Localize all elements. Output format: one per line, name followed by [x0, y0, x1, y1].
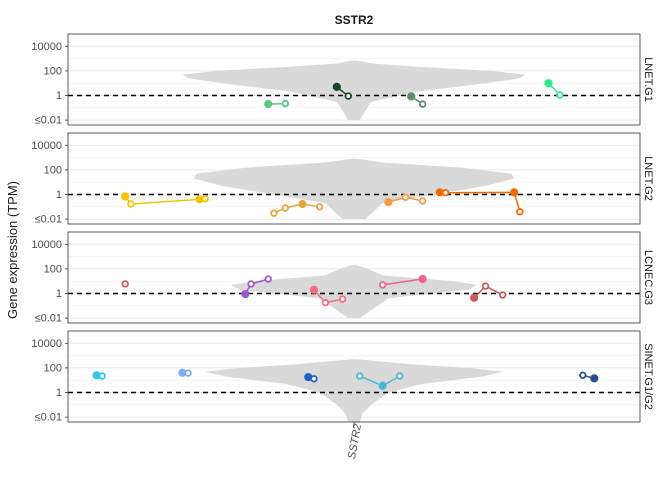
y-tick-label: 10000	[31, 140, 62, 152]
violin	[194, 159, 514, 219]
data-point	[283, 205, 289, 211]
data-point	[248, 281, 254, 287]
panel: ≤0.01 1 100 10000 LNET.G1	[31, 34, 654, 127]
data-point	[202, 196, 208, 202]
y-tick-label: ≤0.01	[35, 313, 62, 325]
y-tick-label: ≤0.01	[35, 412, 62, 424]
panels: ≤0.01 1 100 10000 LNET.G1 ≤0.01 1 100 10000 LNET.…	[31, 34, 654, 426]
y-tick-label: 1	[56, 387, 62, 399]
data-point	[265, 101, 272, 108]
data-point	[122, 281, 128, 287]
data-point	[271, 210, 277, 216]
y-tick-label: ≤0.01	[35, 214, 62, 226]
chart-title: SSTR2	[335, 13, 374, 27]
y-tick-label: 100	[44, 65, 62, 77]
data-point	[443, 190, 449, 196]
facet-label: LNET.G2	[642, 156, 654, 201]
data-point	[311, 376, 317, 382]
data-point	[185, 370, 191, 376]
data-point	[419, 275, 426, 282]
series-line	[440, 192, 520, 211]
data-point	[340, 296, 346, 302]
data-point	[420, 101, 426, 107]
facet-label: LNET.G1	[642, 57, 654, 102]
data-point	[265, 276, 271, 282]
data-point	[397, 373, 403, 379]
data-point	[380, 282, 386, 288]
data-point	[403, 194, 409, 200]
data-point	[242, 290, 249, 297]
data-point	[471, 294, 478, 301]
violin	[182, 61, 525, 121]
violin	[205, 359, 502, 422]
y-tick-label: 100	[44, 362, 62, 374]
facet-label: LCNEC.G3	[642, 250, 654, 305]
data-point	[379, 382, 386, 389]
data-point	[122, 193, 129, 200]
data-point	[385, 199, 392, 206]
data-point	[299, 200, 306, 207]
x-tick-label: SSTR2	[346, 423, 364, 460]
data-point	[420, 198, 426, 204]
data-point	[511, 189, 518, 196]
data-point	[483, 283, 489, 289]
series-line	[274, 204, 320, 213]
panel: ≤0.01 1 100 10000 SINET.G1/G2	[31, 331, 654, 424]
violin	[231, 265, 477, 318]
data-point	[408, 93, 415, 100]
data-point	[283, 101, 289, 107]
data-point	[545, 80, 552, 87]
panel: ≤0.01 1 100 10000 LCNEC.G3	[31, 232, 654, 325]
facet-label: SINET.G1/G2	[642, 343, 654, 410]
data-point	[580, 373, 586, 379]
y-tick-label: 1	[56, 288, 62, 300]
data-point	[100, 373, 106, 379]
y-axis-label: Gene expression (TPM)	[5, 181, 20, 319]
y-tick-label: 100	[44, 164, 62, 176]
data-point	[357, 373, 363, 379]
y-tick-label: 100	[44, 263, 62, 275]
y-tick-label: 1	[56, 90, 62, 102]
data-point	[591, 375, 598, 382]
data-point	[517, 209, 523, 215]
y-tick-label: 10000	[31, 41, 62, 53]
data-point	[128, 201, 134, 207]
data-point	[345, 93, 351, 99]
data-point	[310, 286, 317, 293]
series-line	[125, 196, 205, 204]
data-point	[333, 83, 340, 90]
y-tick-label: ≤0.01	[35, 115, 62, 127]
data-point	[323, 300, 329, 306]
data-point	[500, 292, 506, 298]
y-tick-label: 10000	[31, 239, 62, 251]
y-tick-label: 10000	[31, 338, 62, 350]
panel: ≤0.01 1 100 10000 LNET.G2	[31, 133, 654, 226]
data-point	[317, 204, 323, 210]
y-tick-label: 1	[56, 189, 62, 201]
data-point	[557, 92, 563, 98]
